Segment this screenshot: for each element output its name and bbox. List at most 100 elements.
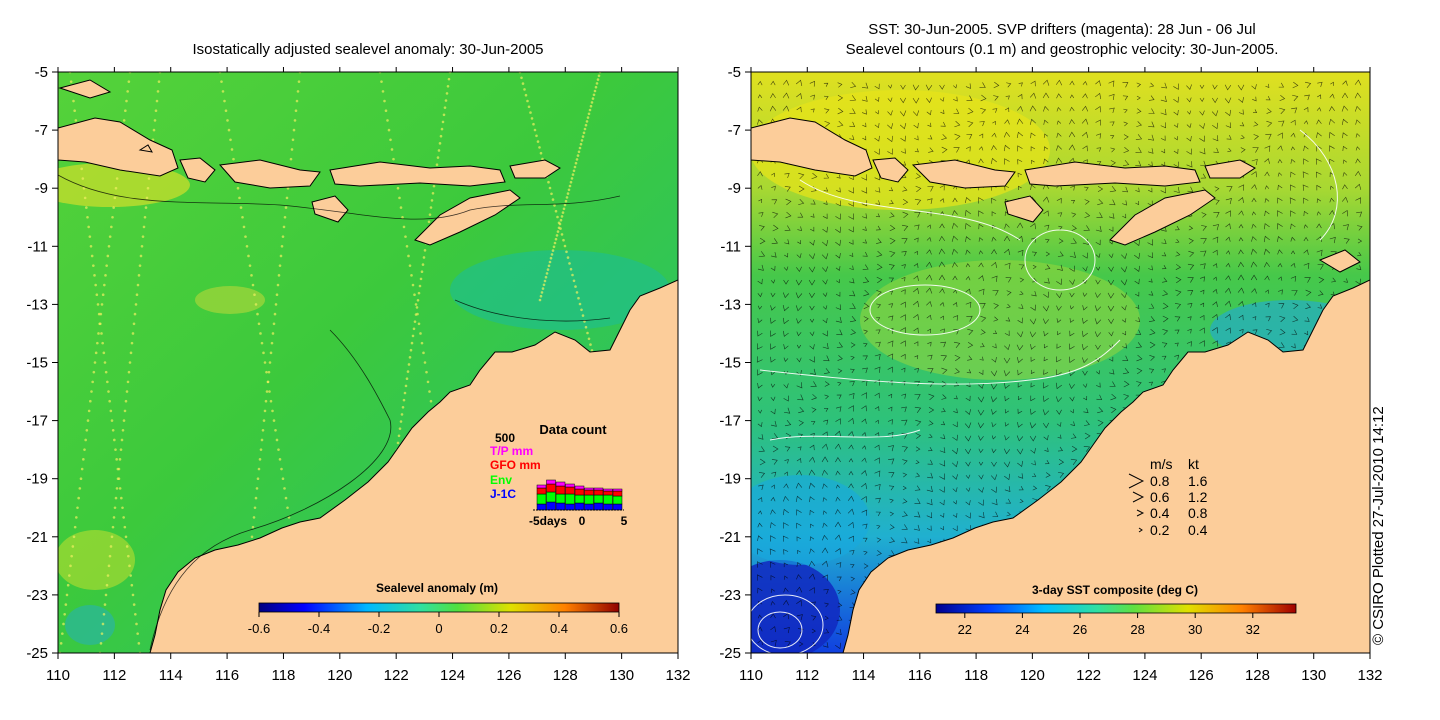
inset-legend-tp: T/P mm (490, 444, 533, 458)
right-colorbar-tick-label: 24 (1015, 622, 1029, 637)
data-count-inset: Data count 500 T/P mm GFO mm Env J-1C -5… (490, 422, 628, 528)
velocity-legend-kt-2: 0.8 (1188, 505, 1208, 521)
left-x-tick-label: 122 (384, 667, 409, 684)
velocity-legend-ms-2: 0.4 (1150, 505, 1170, 521)
right-y-tick-label: -7 (728, 122, 741, 139)
inset-bar-segment (612, 488, 623, 492)
velocity-legend-ms-0: 0.8 (1150, 473, 1170, 489)
left-sealevel-map: Sealevel anomaly (m) -0.6 -0.4 -0.2 0 0.2 0.4… (26, 64, 690, 684)
inset-x-label-zero: 0 (579, 514, 586, 528)
velocity-legend-kt-1: 1.2 (1188, 489, 1208, 505)
inset-legend-j1c: J-1C (490, 487, 516, 501)
inset-bar-segment (546, 479, 556, 485)
left-colorbar-label: Sealevel anomaly (m) (376, 581, 498, 595)
left-colorbar-tick-label: -0.4 (308, 621, 330, 636)
left-x-tick-label: 132 (665, 667, 690, 684)
left-y-tick-label: -21 (26, 529, 48, 546)
right-x-tick-label: 132 (1357, 667, 1382, 684)
velocity-legend-header-ms: m/s (1150, 456, 1173, 472)
left-y-tick-label: -5 (35, 64, 48, 81)
left-y-tick-label: -23 (26, 587, 48, 604)
velocity-legend-kt-3: 0.4 (1188, 522, 1208, 538)
right-y-tick-label: -25 (719, 645, 741, 662)
copyright-text: © CSIRO Plotted 27-Jul-2010 14:12 (1370, 406, 1387, 645)
left-map-title: Isostatically adjusted sealevel anomaly:… (192, 41, 544, 58)
left-x-tick-label: 110 (46, 667, 70, 684)
left-y-tick-label: -17 (26, 413, 48, 430)
inset-bar-segment (603, 488, 613, 492)
right-x-tick-label: 110 (739, 667, 763, 684)
left-land (58, 79, 678, 653)
right-x-tick-label: 118 (964, 667, 988, 684)
left-y-tick-label: -11 (27, 238, 48, 255)
right-y-tick-label: -9 (728, 180, 741, 197)
right-x-tick-label: 128 (1245, 667, 1270, 684)
left-axes: 110 112 114 116 118 120 122 124 126 128 130 132 -5 -7… (26, 64, 690, 684)
left-y-tick-label: -15 (26, 355, 48, 372)
right-x-tick-label: 112 (795, 667, 819, 684)
inset-bar-segment (536, 484, 547, 489)
left-colorbar-tick-label: 0.4 (550, 621, 568, 636)
right-colorbar-tick-label: 32 (1246, 622, 1260, 637)
right-y-tick-label: -23 (719, 587, 741, 604)
right-y-tick-label: -21 (719, 529, 741, 546)
right-y-tick-label: -15 (719, 355, 741, 372)
left-x-tick-label: 120 (327, 667, 352, 684)
left-y-tick-label: -19 (26, 471, 48, 488)
left-x-tick-label: 126 (496, 667, 521, 684)
left-colorbar-ticks: -0.6 -0.4 -0.2 0 0.2 0.4 0.6 (248, 612, 628, 636)
inset-bar-segment (565, 483, 575, 488)
right-x-tick-label: 126 (1189, 667, 1214, 684)
velocity-legend-ms-3: 0.2 (1150, 522, 1170, 538)
left-x-tick-label: 112 (102, 667, 126, 684)
right-colorbar (935, 603, 1297, 614)
inset-legend-gfo: GFO mm (490, 458, 541, 472)
right-x-tick-label: 124 (1132, 667, 1157, 684)
right-y-tick-label: -5 (728, 64, 741, 81)
left-colorbar-tick-label: -0.2 (368, 621, 390, 636)
left-x-tick-label: 130 (609, 667, 634, 684)
left-colorbar-tick-label: 0.2 (490, 621, 508, 636)
right-y-tick-label: -17 (719, 413, 741, 430)
inset-bar-segment (555, 481, 566, 487)
inset-legend-env: Env (490, 473, 512, 487)
left-x-tick-label: 118 (271, 667, 295, 684)
right-x-tick-label: 120 (1020, 667, 1045, 684)
right-colorbar-label: 3-day SST composite (deg C) (1032, 583, 1198, 597)
right-colorbar-tick-label: 28 (1130, 622, 1144, 637)
right-colorbar-tick-label: 30 (1188, 622, 1202, 637)
velocity-legend-kt-0: 1.6 (1188, 473, 1208, 489)
left-colorbar-tick-label: -0.6 (248, 621, 270, 636)
left-y-tick-label: -7 (35, 122, 48, 139)
left-x-tick-label: 124 (440, 667, 465, 684)
left-x-tick-label: 116 (215, 667, 239, 684)
left-colorbar-tick-label: 0.6 (610, 621, 628, 636)
right-map-title-line1: SST: 30-Jun-2005. SVP drifters (magenta)… (868, 21, 1256, 38)
right-map-title-line2: Sealevel contours (0.1 m) and geostrophi… (845, 41, 1279, 58)
inset-x-label-start: -5days (529, 514, 567, 528)
left-x-tick-label: 114 (159, 667, 183, 684)
right-x-tick-label: 116 (908, 667, 932, 684)
left-x-tick-label: 128 (553, 667, 578, 684)
right-x-tick-label: 114 (852, 667, 876, 684)
left-y-tick-label: -25 (26, 645, 48, 662)
right-y-tick-label: -19 (719, 471, 741, 488)
right-x-tick-label: 122 (1076, 667, 1101, 684)
inset-x-label-end: 5 (621, 514, 628, 528)
right-y-tick-label: -11 (720, 238, 741, 255)
right-y-tick-label: -13 (719, 296, 741, 313)
velocity-legend-ms-1: 0.6 (1150, 489, 1170, 505)
velocity-legend-header-kt: kt (1188, 456, 1199, 472)
right-colorbar-ticks: 22 24 26 28 30 32 (958, 613, 1260, 637)
velocity-legend: m/s kt 0.8 1.6 0.6 1.2 0.4 0.8 0.2 0.4 (1128, 456, 1208, 538)
left-y-tick-label: -9 (35, 180, 48, 197)
velocity-legend-arrows (1128, 473, 1145, 533)
inset-max-label: 500 (495, 431, 515, 445)
right-colorbar-tick-label: 26 (1073, 622, 1087, 637)
inset-title: Data count (539, 422, 607, 437)
left-y-tick-label: -13 (26, 296, 48, 313)
inset-bar-segment (584, 487, 594, 491)
right-land (751, 117, 1370, 653)
right-x-tick-label: 130 (1301, 667, 1326, 684)
